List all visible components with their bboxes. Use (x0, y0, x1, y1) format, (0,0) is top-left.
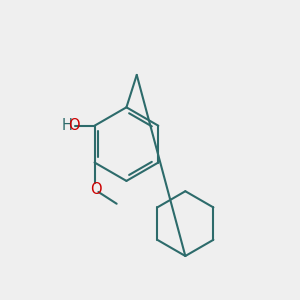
Text: O: O (68, 118, 80, 133)
Text: H: H (61, 118, 73, 133)
Text: O: O (90, 182, 102, 196)
